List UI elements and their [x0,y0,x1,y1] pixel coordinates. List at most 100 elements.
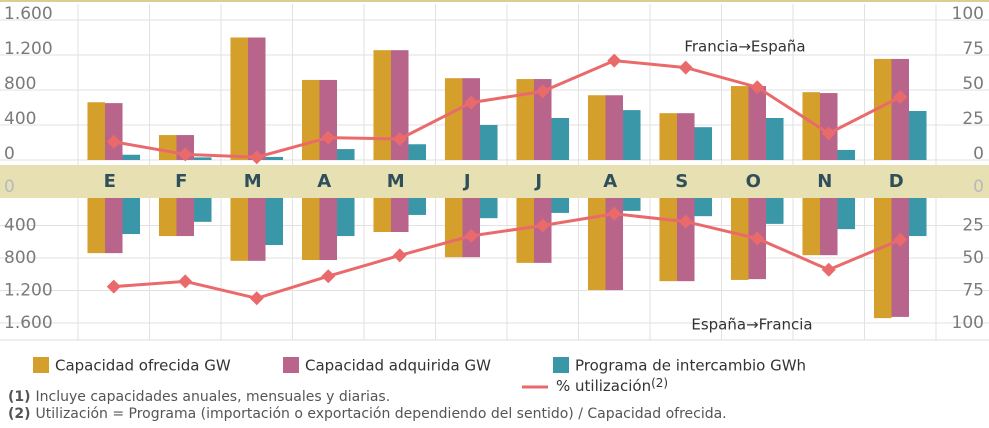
bar [891,193,910,317]
y-tick-label: 1.600 [4,4,53,24]
bar [319,193,338,261]
bar [659,113,677,160]
bar [873,58,892,160]
footnote: (2) Utilización = Programa (importación o… [8,406,727,422]
utilization-marker [392,132,407,146]
footnote-ref: (1) [8,389,31,405]
bar [533,79,552,160]
bar [158,193,177,237]
utilization-marker [249,150,264,165]
bar [462,78,481,160]
bar [766,118,784,160]
utilization-marker [106,134,121,149]
bar [444,193,463,258]
utilization-line [113,59,901,159]
y-tick-label: 0 [4,144,15,164]
y2-tick-label: 25 [962,109,984,129]
bar [122,154,141,160]
zero-label: 0 [973,177,984,197]
legend-label: Capacidad adquirida GW [305,357,491,375]
utilization-marker [893,90,908,104]
legend-label: Programa de intercambio GWh [575,357,806,375]
bar [873,193,892,319]
bar [802,92,820,160]
bar [337,193,355,237]
bar [87,193,105,254]
bar [247,37,266,160]
utilization-marker [464,228,479,243]
y2-tick-label: 50 [962,248,984,268]
utilization-marker [678,214,693,229]
utilization-line [113,212,901,300]
y-tick-label: 800 [4,74,36,94]
bar [337,149,355,160]
bar [104,103,123,160]
bar [694,127,713,160]
utilization-marker [535,218,550,233]
panel-title: España→Francia [691,316,812,334]
footnote: (1) Incluye capacidades anuales, mensuale… [8,389,390,405]
legend-swatch [553,357,569,373]
utilization-marker [750,80,765,95]
x-tick-label: M [244,171,262,192]
bar [230,37,248,160]
utilization-marker [750,231,765,246]
y2-tick-label: 50 [962,74,984,94]
y-tick-label: 1.600 [4,313,53,333]
utilization-marker [535,84,550,99]
y-tick-label: 1.200 [4,39,53,59]
utilization-marker [893,232,908,247]
bar [694,193,713,217]
utilization-marker [821,126,836,141]
bar [837,193,856,230]
bar [194,193,212,222]
footnote-text: Incluye capacidades anuales, mensuales y… [36,389,391,405]
bar [194,157,212,160]
x-tick-label: F [175,171,187,192]
bar [444,78,463,160]
bar [676,193,695,282]
x-tick-label: J [533,171,542,192]
utilization-marker [607,206,622,221]
bar [891,58,910,160]
bar [373,193,391,232]
utilization-marker [392,248,407,263]
utilization-marker [678,60,693,75]
y2-tick-label: 100 [952,313,984,333]
legend-label: Capacidad ofrecida GW [55,357,231,375]
bar [390,193,409,232]
bar [247,193,266,261]
bar [587,193,606,291]
utilization-marker [321,130,336,145]
y2-tick-label: 0 [973,144,984,164]
y2-tick-label: 75 [962,281,984,301]
y2-tick-label: 100 [952,4,984,24]
bar [802,193,820,256]
panel-title: Francia→España [684,38,805,56]
legend-swatch [33,357,49,373]
bar [909,193,927,237]
bar [730,193,749,280]
month-band [0,165,989,198]
bar [462,193,481,258]
legend-name: % utilización [556,377,651,395]
bar [230,193,248,261]
footnote-ref: (2) [8,406,31,422]
bar [301,193,320,261]
x-tick-label: S [675,171,688,192]
y-tick-label: 1.200 [4,281,53,301]
bar [265,156,284,160]
bar [623,110,641,160]
bar [748,86,767,160]
y-tick-label: 400 [4,216,36,236]
x-tick-label: J [462,171,471,192]
bar [516,79,534,160]
x-tick-label: D [889,171,904,192]
bar [390,50,409,160]
utilization-marker [178,147,193,162]
y2-tick-label: 25 [962,216,984,236]
bar [819,193,838,256]
legend-label: % utilización(2) [556,376,668,395]
bar [408,193,427,215]
